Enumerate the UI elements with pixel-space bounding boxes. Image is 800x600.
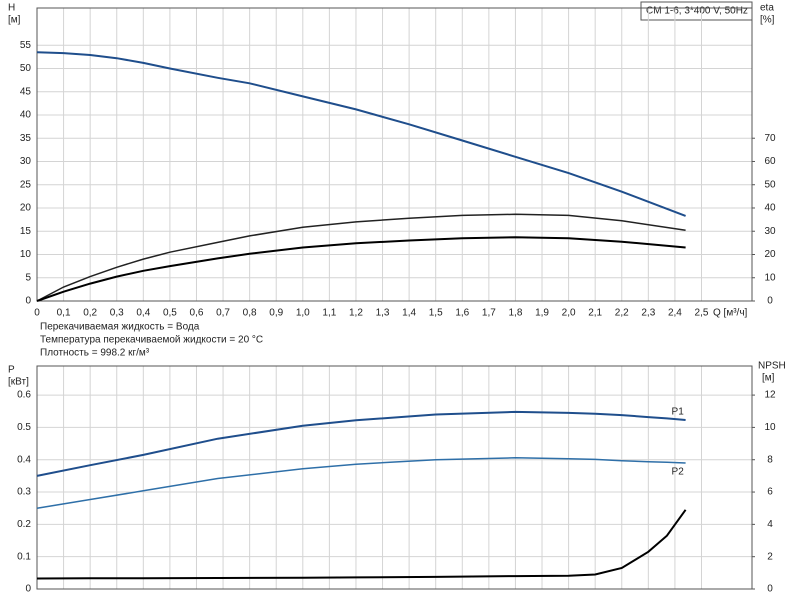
note: Перекачиваемая жидкость = Вода <box>40 322 200 333</box>
x-tick-label: 1,1 <box>322 308 336 319</box>
y2-tick-label: 6 <box>767 487 773 498</box>
x-tick-label: 0,3 <box>110 308 124 319</box>
x-tick-label: 1,0 <box>296 308 310 319</box>
y2-tick-label: 20 <box>764 249 776 260</box>
y-tick-label: 0 <box>25 296 31 307</box>
y-tick-label: 40 <box>20 110 32 121</box>
y2-tick-label: 10 <box>764 422 776 433</box>
x-tick-label: 2,1 <box>588 308 602 319</box>
y2-axis-unit: [%] <box>760 15 775 26</box>
x-tick-label: 0,8 <box>243 308 257 319</box>
x-tick-label: 0,5 <box>163 308 177 319</box>
y2-axis-unit: [м] <box>762 373 775 384</box>
x-tick-label: 0 <box>34 308 40 319</box>
y-tick-label: 0.4 <box>17 454 31 465</box>
x-tick-label: 2,5 <box>695 308 709 319</box>
y-tick-label: 50 <box>20 63 32 74</box>
y-tick-label: 45 <box>20 86 32 97</box>
x-tick-label: 2,4 <box>668 308 682 319</box>
x-tick-label: 1,8 <box>508 308 522 319</box>
y-tick-label: 25 <box>20 179 32 190</box>
x-tick-label: 2,3 <box>641 308 655 319</box>
y-tick-label: 0.6 <box>17 390 31 401</box>
y-tick-label: 30 <box>20 156 32 167</box>
y-tick-label: 20 <box>20 203 32 214</box>
series-line <box>36 509 687 580</box>
y-tick-label: 15 <box>20 226 32 237</box>
y2-tick-label: 70 <box>764 133 776 144</box>
x-tick-label: 1,9 <box>535 308 549 319</box>
x-tick-label: 0,7 <box>216 308 230 319</box>
plot-frame <box>36 365 753 590</box>
y-tick-label: 0.5 <box>17 422 31 433</box>
y2-tick-label: 12 <box>764 390 776 401</box>
series-label: P2 <box>672 467 685 478</box>
y-tick-label: 0.2 <box>17 519 31 530</box>
x-tick-label: 0,2 <box>83 308 97 319</box>
y2-tick-label: 60 <box>764 156 776 167</box>
x-tick-label: 2,2 <box>615 308 629 319</box>
series-label: P1 <box>672 407 685 418</box>
x-tick-label: 0,4 <box>136 308 150 319</box>
y-tick-label: 5 <box>25 272 31 283</box>
x-tick-label: 1,4 <box>402 308 416 319</box>
y-tick-label: 10 <box>20 249 32 260</box>
y-tick-label: 35 <box>20 133 32 144</box>
y-tick-label: 0.3 <box>17 487 31 498</box>
y2-tick-label: 10 <box>764 272 776 283</box>
chart-title: CM 1-6, 3*400 V, 50Hz <box>646 6 748 17</box>
y-tick-label: 55 <box>20 40 32 51</box>
note: Плотность = 998.2 кг/м³ <box>40 348 150 359</box>
x-axis-label: Q [м³/ч] <box>713 308 748 319</box>
series-line <box>36 457 686 509</box>
plot-frame <box>36 7 753 302</box>
y2-axis-label: eta <box>760 3 774 14</box>
x-tick-label: 1,6 <box>455 308 469 319</box>
x-tick-label: 0,1 <box>57 308 71 319</box>
y2-tick-label: 40 <box>764 203 776 214</box>
y2-tick-label: 0 <box>767 296 773 307</box>
y-axis-label: H <box>8 3 15 14</box>
y2-tick-label: 30 <box>764 226 776 237</box>
y2-tick-label: 50 <box>764 179 776 190</box>
y-tick-label: 0.1 <box>17 551 31 562</box>
y2-tick-label: 4 <box>767 519 773 530</box>
x-tick-label: 0,9 <box>269 308 283 319</box>
x-tick-label: 2,0 <box>562 308 576 319</box>
x-tick-label: 0,6 <box>190 308 204 319</box>
x-tick-label: 1,5 <box>429 308 443 319</box>
y2-tick-label: 0 <box>767 584 773 595</box>
x-tick-label: 1,3 <box>376 308 390 319</box>
x-tick-label: 1,2 <box>349 308 363 319</box>
series-line <box>36 236 686 302</box>
y-axis-unit: [кВт] <box>8 377 29 388</box>
y2-tick-label: 2 <box>767 551 773 562</box>
y-axis-unit: [м] <box>8 15 21 26</box>
y-axis-label: P <box>8 365 15 376</box>
y2-axis-label: NPSH <box>758 361 786 372</box>
series-line <box>36 51 686 217</box>
x-tick-label: 1,7 <box>482 308 496 319</box>
series-line <box>36 213 686 302</box>
y-tick-label: 0 <box>25 584 31 595</box>
note: Температура перекачиваемой жидкости = 20… <box>40 335 263 346</box>
y2-tick-label: 8 <box>767 454 773 465</box>
series-line <box>36 410 686 477</box>
